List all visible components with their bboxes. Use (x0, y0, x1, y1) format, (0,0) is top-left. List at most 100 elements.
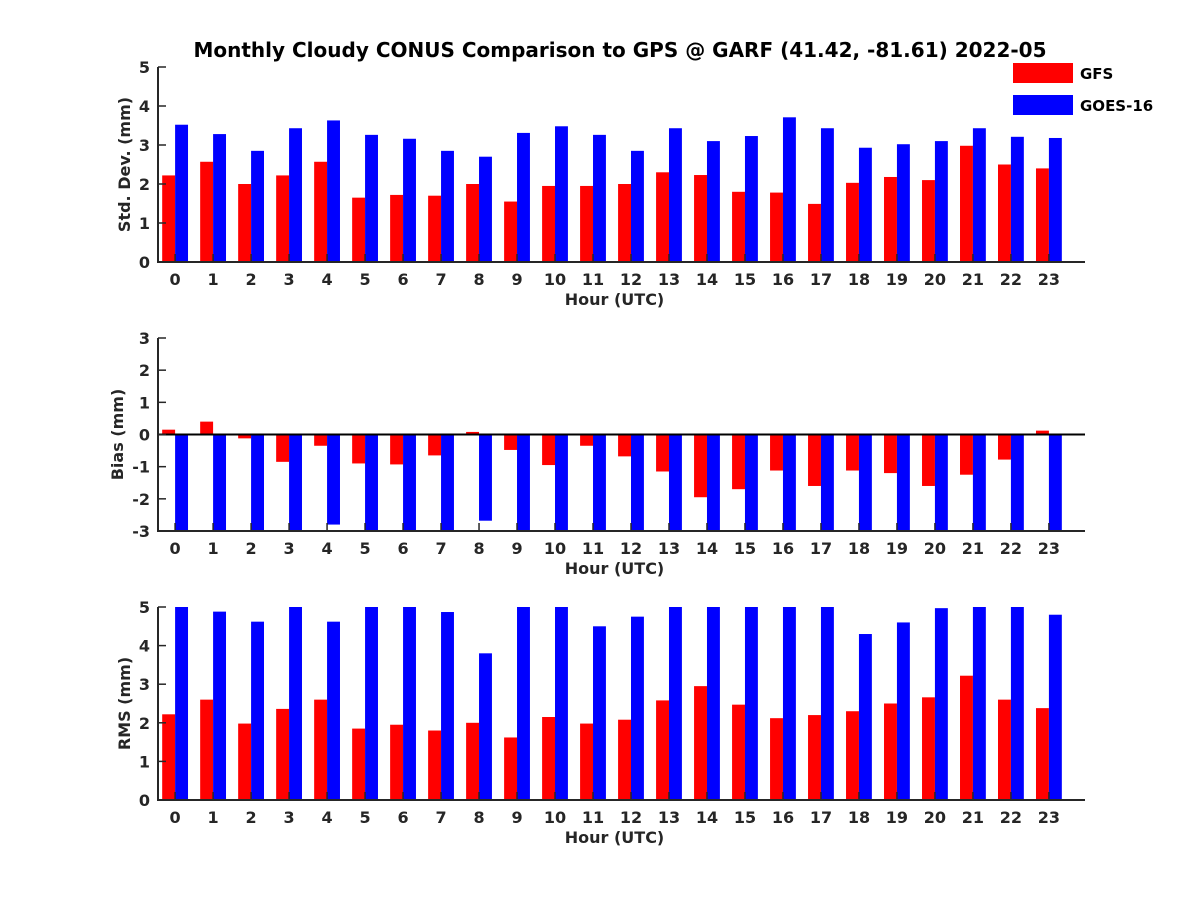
bias-bar-gfs-2 (238, 434, 252, 439)
std-dev-x-tick-label: 1 (208, 270, 219, 289)
bias-bar-gfs-16 (770, 434, 783, 471)
rms-x-tick-label: 2 (246, 808, 257, 827)
bias-bar-goes16-0 (175, 434, 189, 531)
rms-y-tick-label: 0 (139, 791, 150, 810)
bias-x-tick-label: 1 (208, 539, 219, 558)
std-dev-bar-gfs-21 (960, 145, 973, 262)
bias-x-tick-label: 20 (924, 539, 946, 558)
rms-bar-gfs-8 (466, 722, 480, 800)
std-dev-y-tick-label: 5 (139, 58, 150, 77)
rms-bar-goes16-16 (782, 607, 796, 800)
bias-bar-goes16-14 (706, 434, 720, 531)
rms-bar-goes16-23 (1048, 614, 1062, 800)
bias-bar-gfs-5 (352, 434, 366, 464)
rms-x-tick-label: 20 (924, 808, 946, 827)
std-dev-bar-goes16-3 (289, 128, 302, 262)
bias-bar-goes16-9 (517, 434, 530, 531)
rms-bar-gfs-7 (428, 730, 442, 800)
std-dev-bar-gfs-15 (732, 191, 745, 262)
std-dev-x-tick-label: 18 (848, 270, 870, 289)
bias-bar-goes16-23 (1048, 434, 1062, 531)
std-dev-x-axis-label: Hour (UTC) (565, 290, 665, 309)
bias-x-tick-label: 17 (810, 539, 832, 558)
rms-bar-goes16-9 (517, 607, 530, 800)
std-dev-x-tick-label: 7 (435, 270, 446, 289)
bias-x-tick-label: 15 (734, 539, 756, 558)
rms-bar-gfs-3 (276, 708, 290, 800)
bias-bar-gfs-12 (618, 434, 631, 457)
bias-x-tick-label: 9 (511, 539, 522, 558)
rms-x-axis-label: Hour (UTC) (565, 828, 665, 847)
std-dev-bar-goes16-0 (175, 124, 189, 262)
rms-bar-gfs-17 (808, 715, 821, 800)
std-dev-bar-gfs-17 (808, 203, 821, 262)
std-dev-bar-gfs-6 (390, 194, 404, 262)
rms-x-tick-label: 11 (582, 808, 604, 827)
bias-bar-goes16-21 (972, 434, 986, 531)
rms-x-tick-label: 3 (284, 808, 295, 827)
bias-x-tick-label: 23 (1038, 539, 1060, 558)
std-dev-bar-goes16-18 (858, 147, 872, 262)
rms-bar-gfs-23 (1035, 708, 1049, 800)
std-dev-y-tick-label: 4 (139, 97, 150, 116)
rms-x-tick-label: 18 (848, 808, 870, 827)
std-dev-bar-gfs-11 (580, 185, 594, 262)
bias-bar-goes16-2 (251, 434, 264, 531)
std-dev-bar-goes16-13 (668, 128, 682, 262)
bias-bar-goes16-13 (668, 434, 682, 531)
rms-x-tick-label: 23 (1038, 808, 1060, 827)
std-dev-bar-gfs-1 (200, 161, 214, 262)
bias-bar-gfs-22 (998, 434, 1011, 460)
rms-bar-gfs-16 (770, 718, 783, 800)
std-dev-x-tick-label: 16 (772, 270, 794, 289)
std-dev-x-tick-label: 21 (962, 270, 984, 289)
rms-bar-gfs-4 (314, 699, 328, 800)
std-dev-bar-goes16-23 (1048, 137, 1062, 262)
rms-bar-goes16-22 (1010, 607, 1024, 800)
rms-x-tick-label: 19 (886, 808, 908, 827)
std-dev-x-tick-label: 4 (321, 270, 332, 289)
rms-bar-goes16-10 (555, 607, 568, 800)
std-dev-bar-goes16-8 (479, 156, 492, 262)
bias-bar-goes16-11 (593, 434, 606, 531)
rms-bar-gfs-2 (238, 723, 252, 800)
std-dev-x-tick-label: 2 (246, 270, 257, 289)
rms-bar-goes16-4 (327, 621, 340, 800)
std-dev-bar-gfs-16 (770, 192, 783, 262)
rms-bar-goes16-19 (896, 622, 910, 800)
bias-y-tick-label: -3 (132, 522, 150, 541)
std-dev-bar-gfs-22 (998, 164, 1011, 262)
bias-x-tick-label: 5 (359, 539, 370, 558)
legend-swatch-goes16 (1013, 95, 1073, 115)
std-dev-x-tick-label: 22 (1000, 270, 1022, 289)
std-dev-y-tick-label: 2 (139, 175, 150, 194)
std-dev-bar-gfs-7 (428, 195, 442, 262)
std-dev-bar-goes16-22 (1010, 136, 1024, 262)
rms-x-tick-label: 0 (170, 808, 181, 827)
rms-bar-gfs-21 (960, 675, 973, 800)
bias-bar-gfs-0 (162, 429, 176, 435)
legend: GFS GOES-16 (1013, 63, 1153, 115)
std-dev-x-tick-label: 3 (284, 270, 295, 289)
std-dev-bar-goes16-15 (744, 136, 758, 262)
bias-x-tick-label: 21 (962, 539, 984, 558)
rms-bar-goes16-14 (706, 607, 720, 800)
rms-bar-gfs-15 (732, 704, 745, 800)
rms-bar-goes16-5 (365, 607, 378, 800)
rms-x-tick-label: 10 (544, 808, 566, 827)
std-dev-x-tick-label: 9 (511, 270, 522, 289)
bias-bar-gfs-10 (542, 434, 556, 466)
rms-x-tick-label: 1 (208, 808, 219, 827)
rms-y-tick-label: 3 (139, 675, 150, 694)
rms-x-tick-label: 16 (772, 808, 794, 827)
std-dev-bar-goes16-20 (934, 141, 948, 262)
rms-bar-goes16-6 (403, 607, 416, 800)
rms-x-tick-label: 8 (473, 808, 484, 827)
legend-label-goes16: GOES-16 (1080, 97, 1153, 115)
std-dev-bar-goes16-16 (782, 117, 796, 262)
std-dev-bar-gfs-3 (276, 175, 290, 262)
std-dev-bar-gfs-12 (618, 184, 631, 262)
std-dev-bar-goes16-5 (365, 134, 378, 262)
rms-bar-goes16-21 (972, 607, 986, 800)
